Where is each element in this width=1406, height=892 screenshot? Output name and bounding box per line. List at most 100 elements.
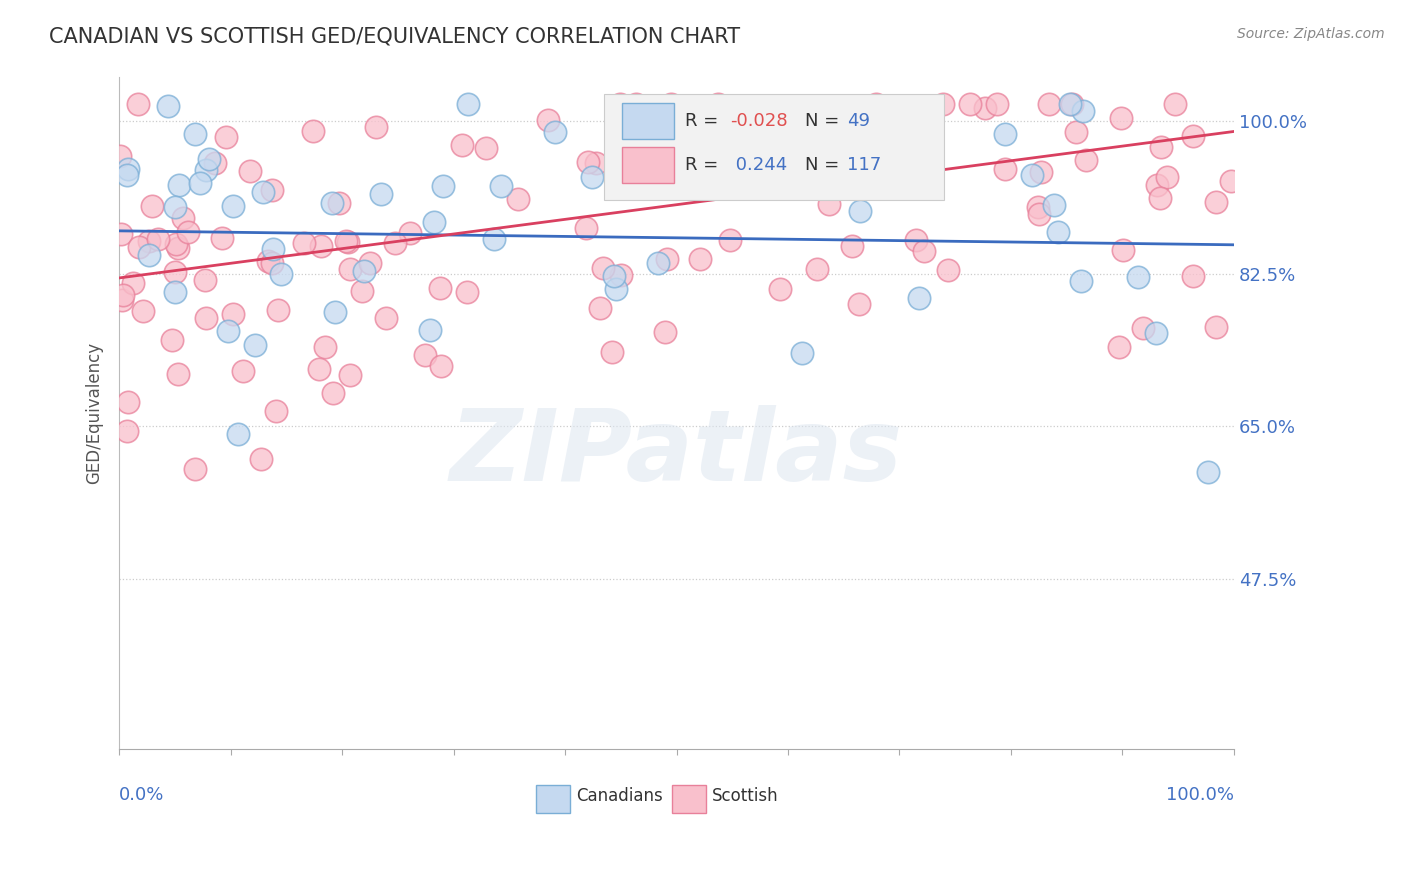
Point (204, 156, 226, 170)
Point (309, 239, 332, 253)
Point (1132, 321, 1154, 335)
Point (1108, 340, 1130, 354)
Text: R =: R = (686, 112, 724, 130)
Point (865, 96, 887, 111)
Point (893, 157, 915, 171)
Point (1144, 326, 1167, 341)
Point (451, 138, 474, 153)
Point (1029, 165, 1052, 179)
Point (1128, 270, 1150, 285)
Point (818, 197, 841, 211)
Point (1163, 96, 1185, 111)
Point (321, 195, 343, 210)
Point (734, 145, 756, 160)
Point (585, 155, 607, 169)
Point (1070, 274, 1092, 288)
Text: 49: 49 (846, 112, 870, 130)
Point (993, 162, 1015, 177)
Point (188, 176, 211, 190)
Point (602, 269, 624, 284)
Point (1205, 195, 1227, 210)
Point (375, 311, 398, 326)
Point (1059, 96, 1081, 111)
Point (581, 169, 603, 184)
Point (974, 102, 997, 116)
Point (589, 301, 612, 315)
Text: Scottish: Scottish (713, 787, 779, 805)
Point (117, 168, 139, 182)
Point (359, 255, 381, 269)
Point (262, 242, 284, 256)
Point (328, 196, 350, 211)
Text: 100.0%: 100.0% (1166, 786, 1234, 804)
Point (117, 395, 139, 409)
Point (127, 96, 149, 111)
Text: CANADIAN VS SCOTTISH GED/EQUIVALENCY CORRELATION CHART: CANADIAN VS SCOTTISH GED/EQUIVALENCY COR… (49, 27, 741, 46)
Text: ZIPatlas: ZIPatlas (450, 405, 903, 502)
Point (602, 344, 624, 359)
Point (605, 281, 627, 295)
Point (146, 232, 169, 246)
Point (624, 96, 647, 111)
Point (169, 178, 191, 192)
Text: 117: 117 (846, 156, 882, 174)
Point (292, 235, 315, 250)
FancyBboxPatch shape (672, 785, 706, 813)
Point (482, 232, 505, 246)
Point (172, 211, 194, 225)
Point (905, 233, 928, 247)
Point (195, 163, 218, 178)
Text: Source: ZipAtlas.com: Source: ZipAtlas.com (1237, 27, 1385, 41)
Point (799, 125, 821, 139)
Point (308, 362, 330, 376)
Point (489, 179, 512, 194)
Point (163, 265, 186, 279)
Point (1074, 153, 1097, 167)
Point (607, 147, 630, 161)
Point (256, 254, 278, 268)
Point (335, 234, 357, 248)
Point (217, 324, 239, 338)
Point (475, 141, 498, 155)
Point (1156, 170, 1178, 185)
Point (1021, 168, 1043, 182)
Point (689, 252, 711, 266)
Y-axis label: GED/Equivalency: GED/Equivalency (86, 342, 103, 484)
Point (959, 96, 981, 111)
Point (184, 462, 207, 476)
Point (194, 310, 217, 325)
Point (138, 234, 160, 248)
Point (720, 233, 742, 247)
Point (350, 284, 373, 298)
Point (260, 183, 283, 197)
Point (1038, 96, 1060, 111)
Point (398, 227, 420, 241)
Point (364, 120, 387, 134)
Point (270, 267, 292, 281)
Point (765, 165, 787, 179)
Point (215, 129, 238, 144)
Text: N =: N = (804, 156, 845, 174)
FancyBboxPatch shape (621, 103, 675, 139)
Point (1071, 103, 1094, 118)
Point (931, 96, 953, 111)
Point (239, 164, 262, 178)
Point (339, 368, 361, 382)
Point (654, 325, 676, 339)
Point (429, 281, 451, 295)
Point (1028, 207, 1050, 221)
Point (163, 285, 186, 300)
Text: N =: N = (804, 112, 845, 130)
Point (267, 303, 290, 318)
Point (226, 427, 249, 442)
Point (138, 247, 160, 261)
Point (609, 96, 631, 111)
Point (384, 236, 406, 251)
Point (157, 99, 180, 113)
Point (302, 124, 325, 138)
Point (337, 235, 360, 249)
Point (544, 125, 567, 139)
Point (1149, 190, 1171, 204)
Point (792, 346, 814, 360)
Point (506, 192, 529, 206)
